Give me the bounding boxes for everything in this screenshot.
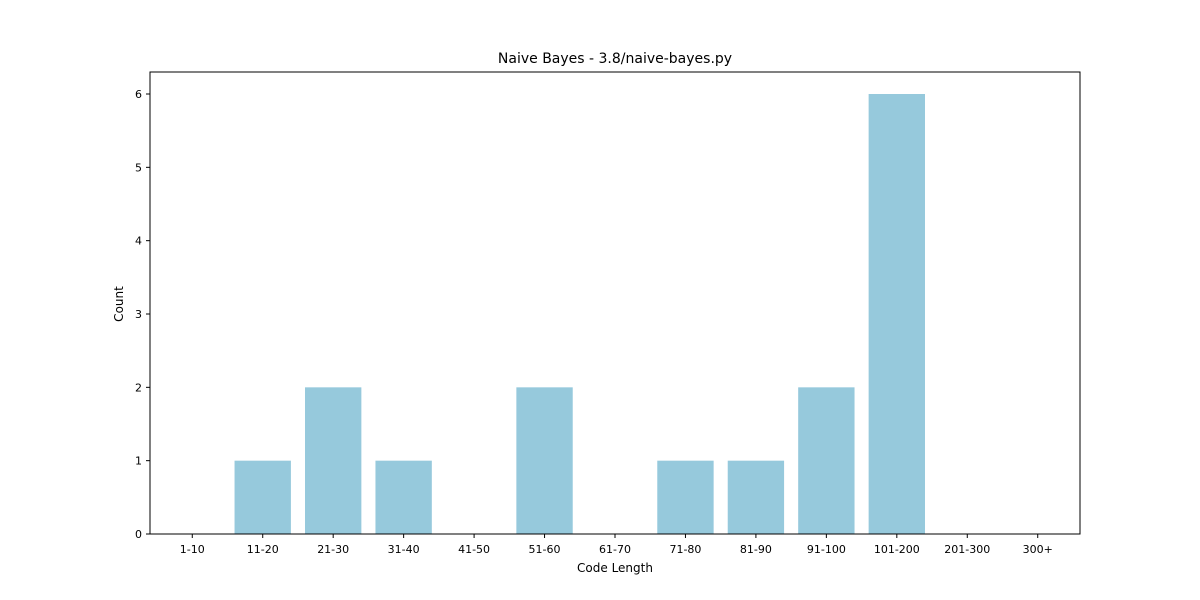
bar-101-200 (868, 94, 925, 534)
bar-91-100 (798, 387, 855, 534)
bars-layer (234, 94, 925, 534)
x-axis-label: Code Length (577, 561, 653, 575)
y-tick-label: 0 (135, 528, 142, 541)
bar-11-20 (234, 460, 291, 534)
bar-51-60 (516, 387, 573, 534)
x-tick-label: 101-200 (874, 543, 920, 556)
bar-71-80 (657, 460, 714, 534)
y-tick-label: 5 (135, 161, 142, 174)
x-tick-label: 81-90 (740, 543, 772, 556)
x-tick-label: 71-80 (669, 543, 701, 556)
x-tick-label: 300+ (1023, 543, 1053, 556)
x-tick-label: 201-300 (944, 543, 990, 556)
x-tick-label: 21-30 (317, 543, 349, 556)
y-axis-label: Count (112, 286, 126, 322)
ticks-layer: 1-10 11-20 21-30 31-40 41-50 51-60 61-70 71-80 8… (135, 88, 1053, 556)
y-tick-label: 2 (135, 381, 142, 394)
chart-title: Naive Bayes - 3.8/naive-bayes.py (498, 51, 732, 67)
bar-21-30 (305, 387, 362, 534)
bar-81-90 (727, 460, 785, 534)
x-tick-label: 11-20 (247, 543, 279, 556)
y-tick-label: 6 (135, 88, 142, 101)
x-tick-label: 31-40 (388, 543, 420, 556)
x-tick-label: 41-50 (458, 543, 490, 556)
x-tick-label: 1-10 (180, 543, 205, 556)
bar-31-40 (375, 460, 432, 534)
plot-frame (149, 71, 1081, 535)
y-tick-label: 1 (135, 455, 142, 468)
y-tick-label: 3 (135, 308, 142, 321)
y-tick-label: 4 (135, 235, 142, 248)
x-tick-label: 91-100 (807, 543, 846, 556)
x-tick-label: 51-60 (529, 543, 561, 556)
x-tick-label: 61-70 (599, 543, 631, 556)
